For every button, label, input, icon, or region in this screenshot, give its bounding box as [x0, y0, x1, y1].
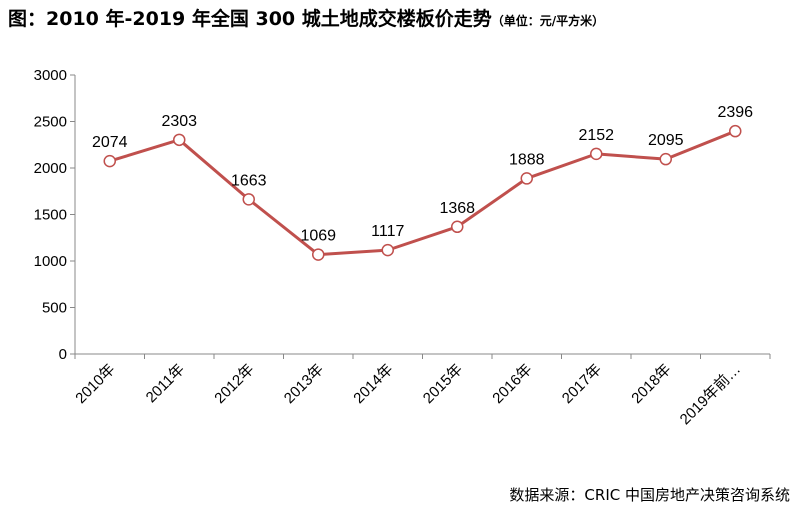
data-source-note: 数据来源：CRIC 中国房地产决策咨询系统	[509, 486, 790, 504]
data-label: 2396	[717, 104, 753, 121]
data-label: 2074	[92, 134, 128, 151]
x-tick-label: 2019年前…	[677, 361, 744, 428]
data-label: 1117	[371, 223, 404, 240]
y-tick-label: 500	[42, 300, 67, 317]
data-point-marker	[312, 248, 325, 261]
chart-title-unit: （单位：元/平方米）	[491, 14, 605, 28]
y-tick-label: 2500	[34, 114, 67, 131]
x-tick-label: 2017年	[559, 361, 605, 407]
data-label: 1663	[231, 172, 267, 189]
x-tick-label: 2012年	[211, 361, 257, 407]
y-tick-label: 0	[59, 346, 67, 363]
x-tick-label: 2013年	[281, 361, 327, 407]
y-tick-label: 3000	[34, 67, 67, 84]
data-label: 1069	[300, 228, 336, 245]
y-tick-label: 1500	[34, 207, 67, 224]
chart-title-main: 图：2010 年-2019 年全国 300 城土地成交楼板价走势	[8, 8, 492, 30]
x-tick-label: 2016年	[489, 361, 535, 407]
chart-title: 图：2010 年-2019 年全国 300 城土地成交楼板价走势（单位：元/平方…	[8, 4, 604, 31]
data-label: 2152	[578, 127, 614, 144]
data-point-marker	[242, 193, 255, 206]
x-tick-label: 2014年	[350, 361, 396, 407]
chart-axes: 0 500 1000 1500 2000 2500 3000 2010年 2011年 2012年 2…	[34, 67, 771, 428]
chart-data-labels: 2074 2303 1663 1069 1117 1368 1888 2152 2095 2396	[92, 104, 753, 244]
y-tick-label: 2000	[34, 160, 67, 177]
data-point-marker	[451, 220, 464, 234]
data-label: 1368	[439, 200, 475, 217]
x-tick-label: 2011年	[143, 361, 188, 406]
data-point-marker	[520, 172, 533, 185]
data-point-marker	[381, 243, 394, 257]
data-point-marker	[729, 124, 742, 138]
data-label: 2095	[648, 132, 684, 149]
x-tick-label: 2010年	[72, 361, 118, 407]
chart-series	[103, 124, 742, 261]
data-point-marker	[659, 152, 672, 166]
data-point-marker	[103, 154, 116, 168]
data-point-marker	[590, 147, 603, 161]
data-point-marker	[173, 133, 186, 147]
x-tick-label: 2015年	[420, 361, 466, 407]
data-label: 1888	[509, 151, 545, 168]
y-tick-label: 1000	[34, 253, 67, 270]
series-line	[109, 129, 736, 257]
data-label: 2303	[161, 113, 197, 130]
x-tick-label: 2018年	[628, 361, 674, 407]
